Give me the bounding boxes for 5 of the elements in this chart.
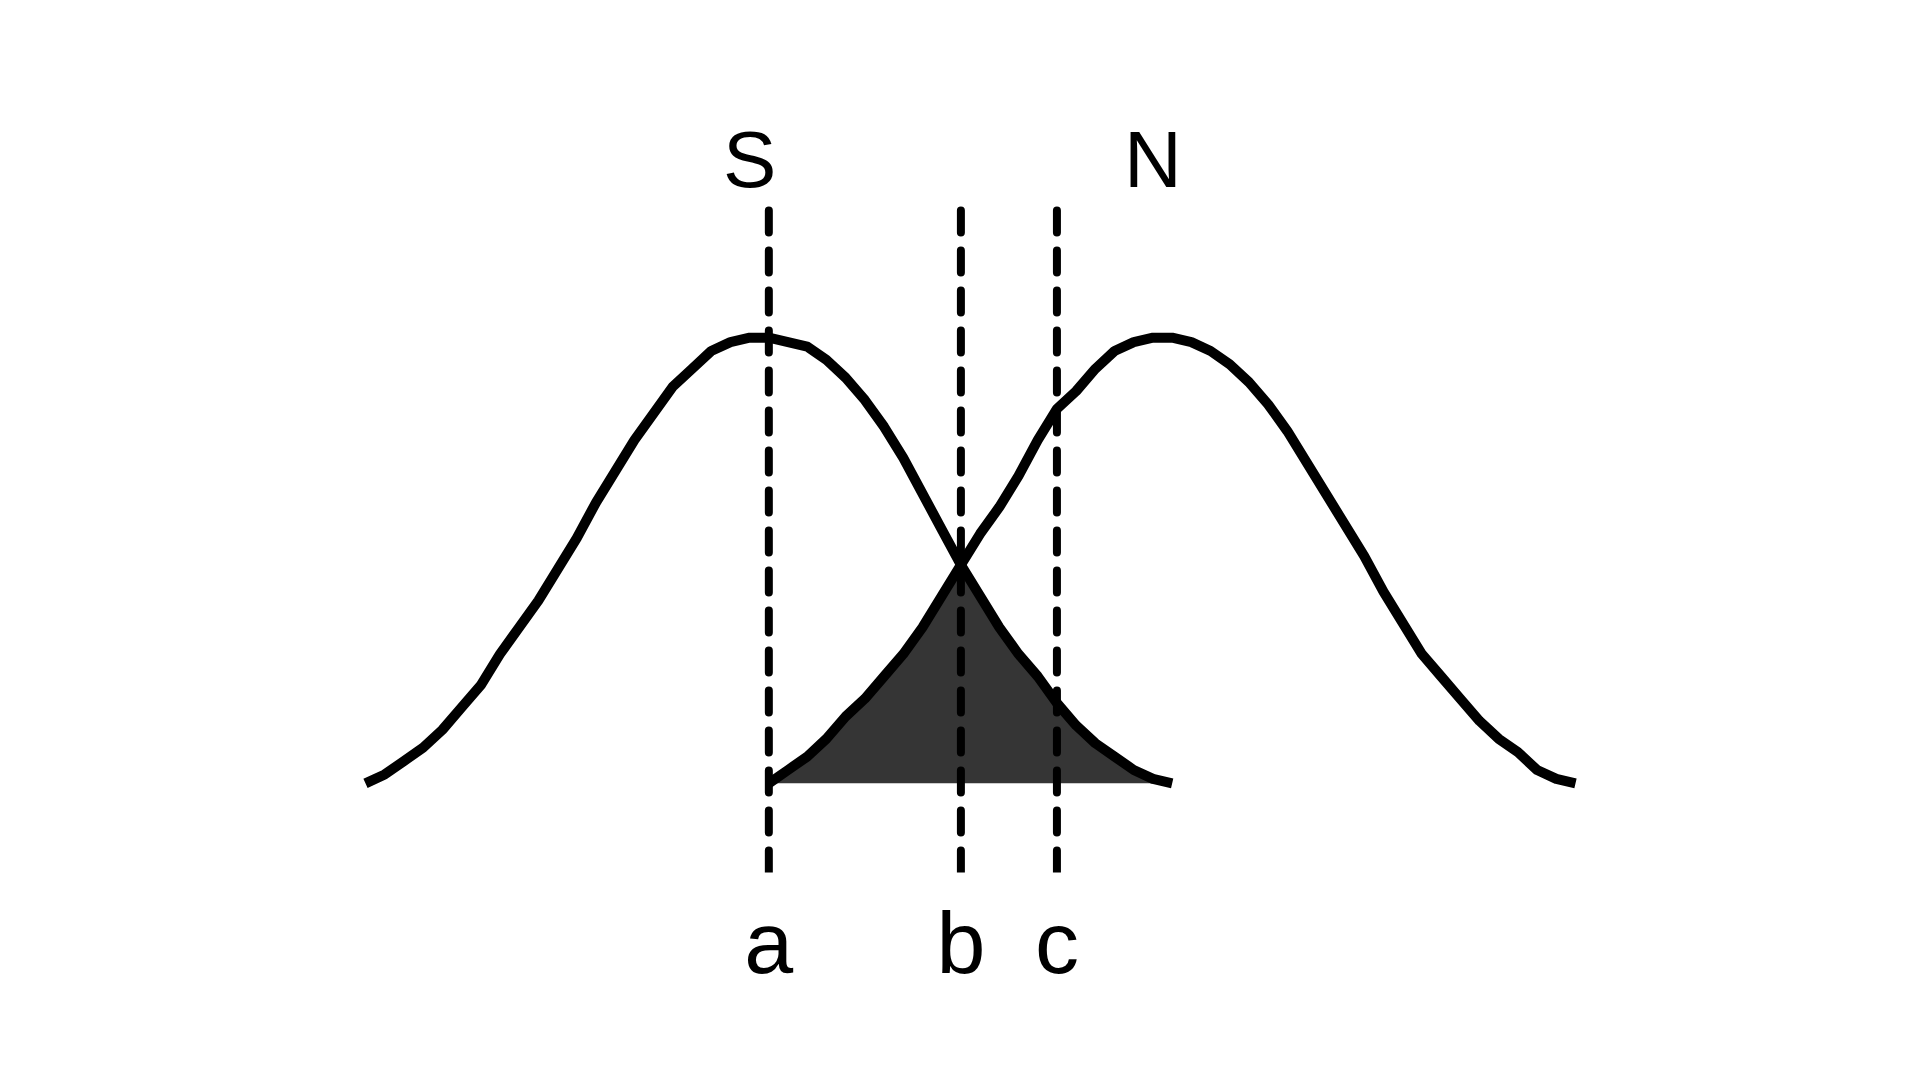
series-label: S [722,115,777,205]
x-tick-label: a [744,892,794,992]
series-label: N [1124,115,1182,205]
x-tick-label: c [1034,892,1079,992]
x-tick-label: b [936,892,986,992]
